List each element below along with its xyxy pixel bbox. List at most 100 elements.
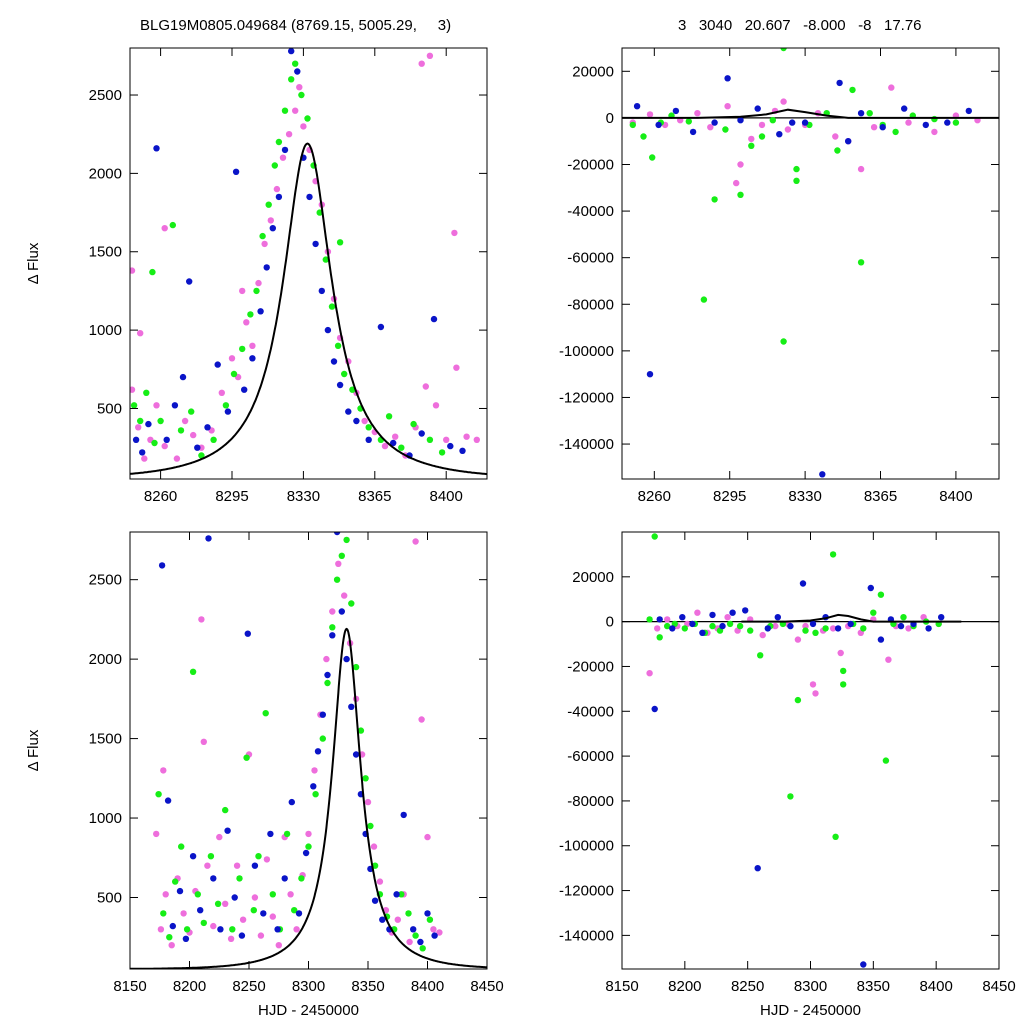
y-tick-label: -120000 xyxy=(559,883,614,900)
data-point-magenta xyxy=(130,386,136,393)
data-point-blue xyxy=(318,287,325,295)
data-point-blue xyxy=(288,798,295,806)
axes-frame xyxy=(621,531,1000,970)
data-point-blue xyxy=(274,926,281,933)
data-point-blue xyxy=(189,853,197,860)
data-point-magenta xyxy=(418,716,425,723)
data-point-green xyxy=(365,424,372,431)
data-point-blue xyxy=(672,107,680,115)
data-point-blue xyxy=(232,168,240,175)
x-tick-label: 8365 xyxy=(358,488,391,505)
data-point-green xyxy=(200,919,207,927)
data-point-magenta xyxy=(341,592,348,599)
x-tick-label: 8450 xyxy=(982,978,1015,995)
data-point-blue xyxy=(295,910,303,917)
data-point-magenta xyxy=(218,389,225,396)
data-point-blue xyxy=(860,961,867,968)
data-point-magenta xyxy=(430,926,437,933)
data-point-blue xyxy=(365,436,372,443)
data-point-magenta xyxy=(418,60,425,67)
data-point-green xyxy=(194,891,201,898)
data-point-magenta xyxy=(181,417,189,425)
data-point-blue xyxy=(324,671,331,679)
data-point-green xyxy=(892,128,899,136)
axes-frame xyxy=(129,47,488,480)
y-tick-label: -40000 xyxy=(567,203,614,220)
data-point-green xyxy=(275,138,283,146)
data-point-blue xyxy=(819,471,826,478)
data-point-magenta xyxy=(161,225,168,232)
data-point-magenta xyxy=(857,165,865,173)
data-point-magenta xyxy=(463,433,470,440)
data-point-blue xyxy=(275,193,283,201)
top-left-panel: 8260 8295 8330 8365 8400 500 1000 1500 2000 2500 Δ… xyxy=(25,47,488,505)
data-point-blue xyxy=(901,105,908,112)
y-tick-label: 1500 xyxy=(89,244,122,261)
data-point-green xyxy=(298,875,305,882)
data-point-blue xyxy=(801,119,809,126)
data-point-magenta xyxy=(361,417,368,425)
data-point-green xyxy=(748,142,755,149)
data-point-magenta xyxy=(733,179,740,187)
data-point-green xyxy=(931,115,938,123)
data-point-magenta xyxy=(737,161,744,168)
data-point-magenta xyxy=(233,862,241,869)
data-point-magenta xyxy=(287,891,294,898)
data-point-green xyxy=(747,627,754,634)
data-point-magenta xyxy=(227,935,235,942)
data-point-magenta xyxy=(837,649,844,657)
x-tick-label: 8350 xyxy=(351,978,384,995)
data-point-blue xyxy=(719,622,726,630)
data-point-blue xyxy=(324,326,332,334)
data-point-blue xyxy=(847,620,854,628)
data-point-magenta xyxy=(802,622,809,630)
model-curve xyxy=(130,142,487,476)
data-point-magenta xyxy=(243,319,250,326)
data-point-blue xyxy=(204,424,211,431)
data-point-blue xyxy=(834,625,842,632)
y-tick-label: 1000 xyxy=(89,322,122,339)
data-point-blue xyxy=(182,935,190,942)
data-point-blue xyxy=(179,373,187,381)
data-point-magenta xyxy=(141,455,148,462)
data-point-green xyxy=(829,551,837,558)
data-point-blue xyxy=(774,614,781,621)
data-point-magenta xyxy=(473,436,480,443)
data-point-blue xyxy=(447,442,454,450)
y-tick-label: 1000 xyxy=(89,810,122,827)
y-tick-label: -20000 xyxy=(567,156,614,173)
data-point-green xyxy=(685,118,692,125)
data-point-green xyxy=(348,600,355,607)
data-point-green xyxy=(726,620,734,628)
data-point-blue xyxy=(799,580,807,587)
data-point-blue xyxy=(263,264,270,271)
data-point-green xyxy=(130,402,138,409)
data-point-magenta xyxy=(285,131,293,138)
plot-area xyxy=(622,533,999,968)
data-point-magenta xyxy=(759,631,766,639)
residual-curve xyxy=(741,613,962,623)
data-point-green xyxy=(840,667,847,675)
data-point-magenta xyxy=(160,767,167,774)
model-curve xyxy=(130,627,487,969)
data-point-blue xyxy=(417,938,424,946)
data-point-magenta xyxy=(267,217,274,224)
data-point-green xyxy=(651,533,658,540)
data-point-magenta xyxy=(161,442,168,450)
data-point-blue xyxy=(764,625,771,632)
data-point-green xyxy=(757,652,764,659)
data-point-green xyxy=(137,417,144,425)
data-point-magenta xyxy=(335,560,342,567)
data-point-green xyxy=(649,154,656,161)
data-point-magenta xyxy=(422,383,429,390)
data-point-green xyxy=(758,133,766,140)
data-point-green xyxy=(870,609,877,616)
y-tick-label: -20000 xyxy=(567,658,614,675)
x-tick-label: 8295 xyxy=(215,488,248,505)
data-point-blue xyxy=(197,907,204,914)
data-point-magenta xyxy=(153,402,160,409)
data-point-green xyxy=(338,552,345,559)
data-point-green xyxy=(405,910,412,917)
data-point-green xyxy=(438,449,446,456)
